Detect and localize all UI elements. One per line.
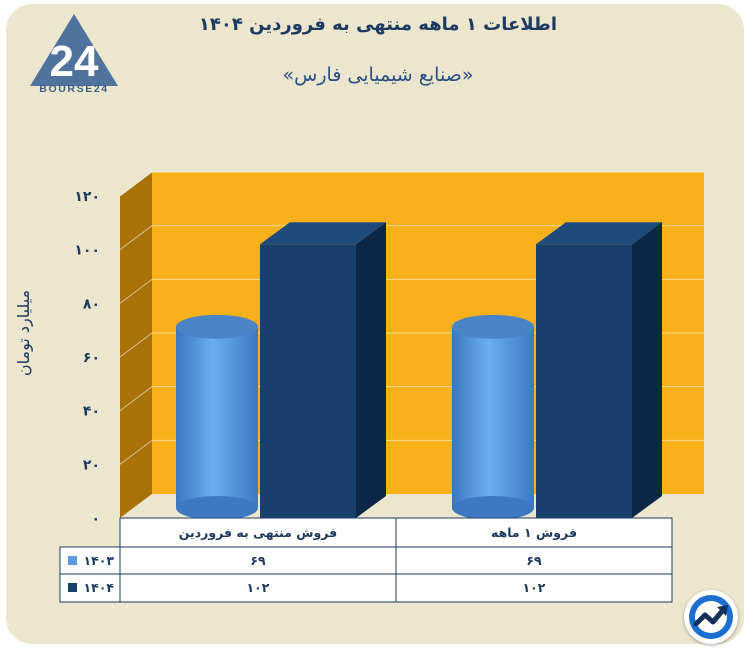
bar-1404-front: [536, 244, 632, 519]
chart-title: اطلاعات ۱ ماهه منتهی به فروردین ۱۴۰۴: [198, 14, 558, 35]
data-label: ۶۹: [526, 553, 542, 568]
gridline: [119, 278, 704, 304]
legend-swatch: [68, 556, 77, 565]
bar-1404-side: [632, 222, 662, 519]
bar-1403-body: [452, 326, 534, 508]
chart-subtitle: «صنایع شیمیایی فارس»: [282, 64, 474, 86]
y-tick-label: ۸۰: [83, 296, 100, 312]
y-tick-label: ۴۰: [83, 404, 100, 420]
trend-button[interactable]: [684, 590, 738, 644]
y-tick-label: ۲۰: [83, 457, 100, 473]
bar-1404-top: [260, 222, 386, 245]
bar-1403-base: [452, 496, 534, 520]
data-label: ۱۰۲: [523, 580, 546, 595]
bourse24-logo-icon: 24: [30, 14, 118, 86]
bar-1404-side: [356, 222, 386, 519]
data-label: ۶۹: [250, 553, 266, 568]
y-tick-label: ۰: [91, 511, 100, 527]
y-tick-label: ۱۰۰: [74, 243, 100, 259]
bar-1403-body: [176, 326, 258, 508]
legend-label: ۱۴۰۴: [83, 580, 114, 595]
bar-1403-top: [452, 314, 534, 339]
bar-1403-base: [176, 496, 258, 520]
logo-text: BOURSE24: [39, 83, 109, 95]
gridline: [119, 171, 704, 197]
legend-swatch: [68, 583, 77, 592]
y-tick-label: ۱۲۰: [74, 189, 100, 205]
bar-1404-front: [260, 244, 356, 519]
x-category-label: فروش ۱ ماهه: [491, 525, 577, 540]
bar-1403-top: [176, 314, 258, 339]
data-label: ۱۰۲: [247, 580, 270, 595]
gridline: [119, 225, 704, 251]
logo-digits: 24: [50, 37, 99, 86]
y-tick-label: ۶۰: [83, 350, 100, 366]
legend-label: ۱۴۰۳: [83, 553, 114, 568]
bar-1404-top: [536, 222, 662, 245]
trend-arrow-icon: [689, 595, 733, 639]
x-category-label: فروش منتهی به فروردین: [179, 525, 337, 540]
